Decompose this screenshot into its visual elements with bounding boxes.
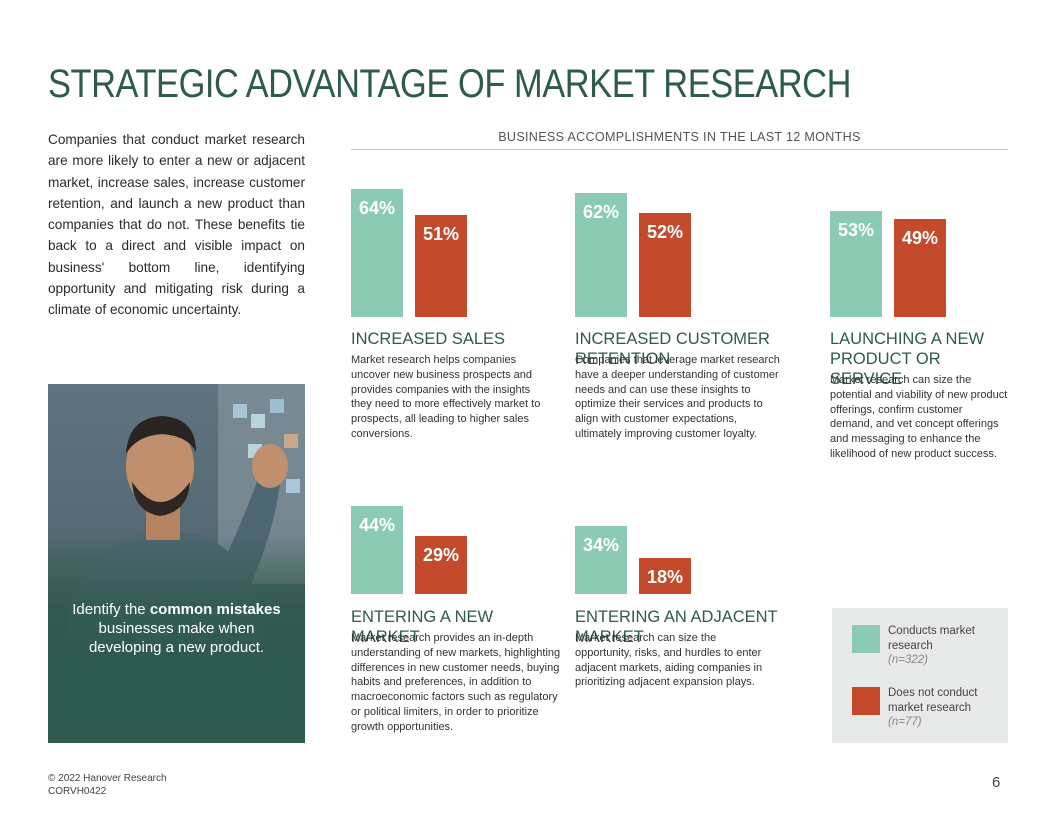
- legend-label-conducts: Conducts market research (n=322): [888, 624, 998, 668]
- legend-does-not-text: Does not conduct market research: [888, 687, 978, 714]
- category-description-increased-sales: Market research helps companies uncover …: [351, 354, 541, 440]
- promo-photo[interactable]: Identify the common mistakes businesses …: [48, 384, 305, 743]
- bar-value-label: 51%: [422, 224, 460, 244]
- bar-entering-an-adjacent-market-does-not: 18%: [639, 558, 691, 594]
- bar-entering-a-new-market-does-not: 29%: [415, 536, 467, 594]
- category-title-entering-a-new-market: ENTERING A NEW MARKET: [351, 608, 494, 646]
- bar-value-label: 18%: [646, 567, 684, 587]
- legend-label-does-not: Does not conduct market research (n=77): [888, 686, 998, 730]
- category-description-entering-a-new-market: Market research provides an in-depth und…: [351, 632, 561, 733]
- category-description-entering-an-adjacent-market: Market research can size the opportunity…: [575, 632, 763, 689]
- legend-swatch-conducts: [852, 625, 880, 653]
- bar-launching-a-new-product-or-service-does-not: 49%: [894, 219, 946, 317]
- bar-value-label: 49%: [901, 228, 939, 248]
- bar-increased-sales-conducts: 64%: [351, 189, 403, 317]
- bar-value-label: 52%: [646, 222, 684, 242]
- bar-launching-a-new-product-or-service-conducts: 53%: [830, 211, 882, 317]
- photo-caption-lead: Identify the: [72, 601, 150, 618]
- category-title-launching-a-new-product-or-service: LAUNCHING A NEW PRODUCT OR SERVICE: [830, 330, 985, 388]
- photo-gradient-overlay: [48, 534, 305, 743]
- chart-header: BUSINESS ACCOMPLISHMENTS IN THE LAST 12 …: [351, 130, 1008, 150]
- footer: © 2022 Hanover Research CORVH0422: [48, 773, 167, 798]
- bar-value-label: 29%: [422, 545, 460, 565]
- legend-swatch-does-not: [852, 687, 880, 715]
- bar-entering-an-adjacent-market-conducts: 34%: [575, 526, 627, 594]
- category-title-entering-an-adjacent-market: ENTERING AN ADJACENT MARKET: [575, 608, 778, 646]
- legend-does-not-n: (n=77): [888, 716, 922, 728]
- category-description-launching-a-new-product-or-service: Market research can size the potential a…: [830, 374, 1008, 460]
- photo-caption[interactable]: Identify the common mistakes businesses …: [48, 600, 305, 657]
- bar-value-label: 62%: [582, 202, 620, 222]
- bar-increased-customer-retention-conducts: 62%: [575, 193, 627, 317]
- legend-conducts-text: Conducts market research: [888, 625, 975, 652]
- bar-value-label: 34%: [582, 535, 620, 555]
- category-title-increased-sales: INCREASED SALES: [351, 330, 506, 348]
- bar-increased-customer-retention-does-not: 52%: [639, 213, 691, 317]
- category-title-increased-customer-retention: INCREASED CUSTOMER RETENTION: [575, 330, 770, 368]
- photo-caption-highlight: common mistakes: [149, 601, 281, 618]
- bar-increased-sales-does-not: 51%: [415, 215, 467, 317]
- photo-caption-tail: businesses make when developing a new pr…: [88, 620, 265, 656]
- document-code: CORVH0422: [48, 785, 107, 797]
- legend: Conducts market research (n=322) Does no…: [832, 608, 1008, 743]
- bar-value-label: 44%: [358, 515, 396, 535]
- bar-value-label: 53%: [837, 220, 875, 240]
- bar-entering-a-new-market-conducts: 44%: [351, 506, 403, 594]
- legend-conducts-n: (n=322): [888, 654, 928, 666]
- page-title: STRATEGIC ADVANTAGE OF MARKET RESEARCH: [48, 62, 852, 106]
- page-number: 6: [992, 774, 1001, 791]
- category-description-increased-customer-retention: Companies that leverage market research …: [575, 354, 780, 440]
- intro-paragraph: Companies that conduct market research a…: [48, 132, 305, 318]
- copyright: © 2022 Hanover Research: [48, 773, 167, 784]
- bar-value-label: 64%: [358, 198, 396, 218]
